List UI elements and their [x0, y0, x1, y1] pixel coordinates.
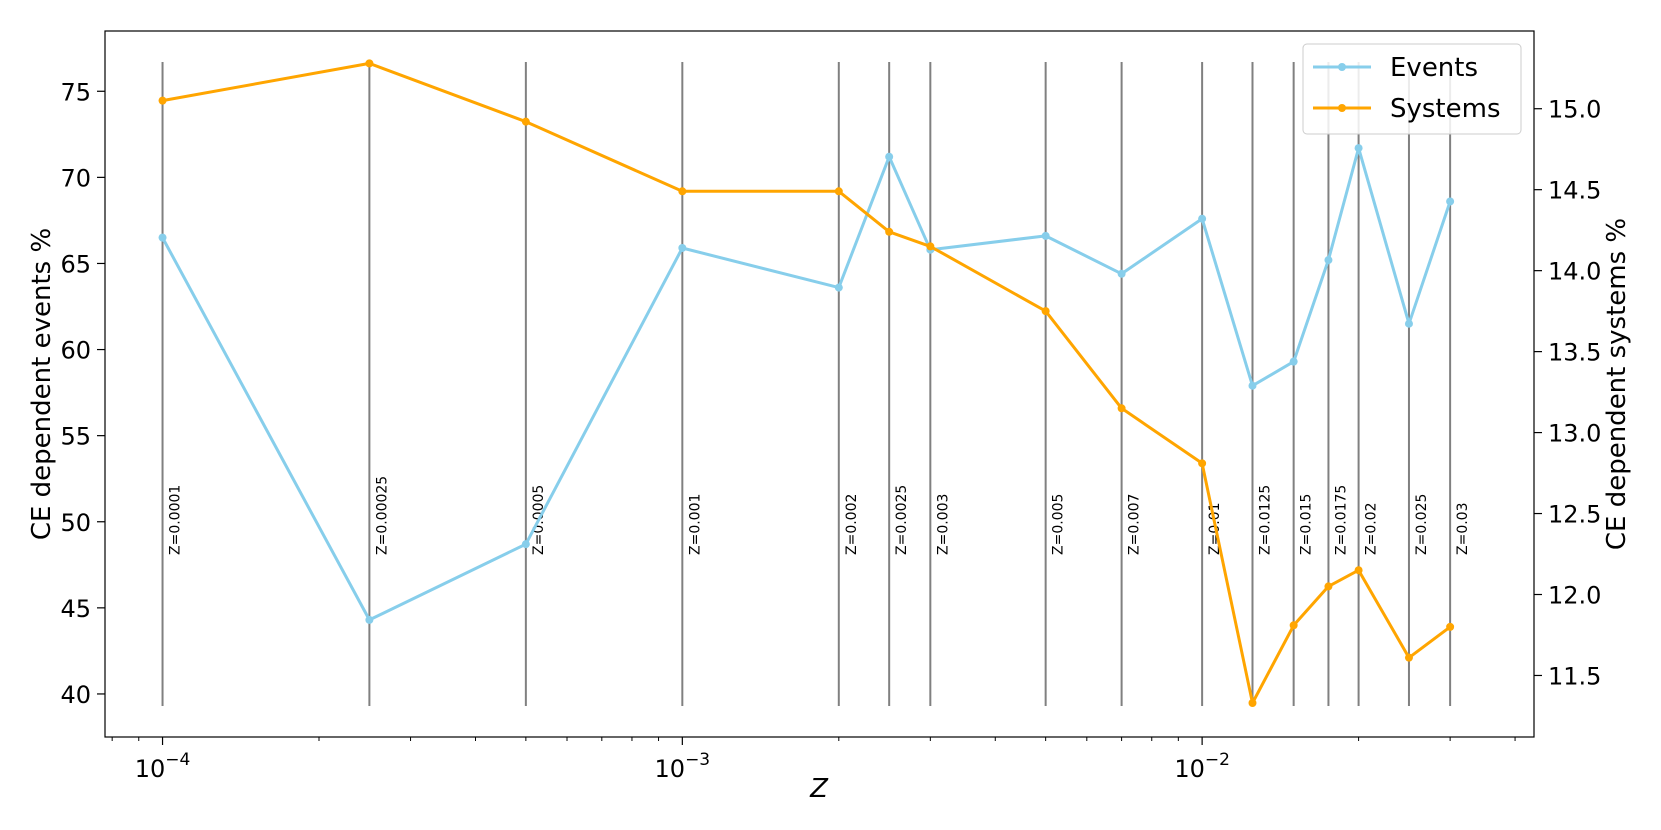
data-point-events [1446, 197, 1455, 206]
right-y-tick-label: 14.5 [1548, 177, 1601, 205]
left-y-tick-label: 70 [60, 164, 91, 192]
left-y-tick-label: 40 [60, 681, 91, 709]
data-point-systems [1248, 698, 1257, 707]
right-y-tick-label: 14.0 [1548, 258, 1601, 286]
right-y-tick-label: 15.0 [1548, 96, 1601, 124]
reference-line-label: Z=0.002 [844, 494, 860, 555]
left-y-tick-label: 45 [60, 595, 91, 623]
left-y-axis: 40 45 50 55 60 65 70 75 [60, 78, 105, 709]
right-y-axis: 11.5 12.0 12.5 13.0 13.5 14.0 14.5 15.0 [1534, 96, 1601, 690]
reference-line-label: Z=0.0001 [168, 485, 184, 555]
right-y-axis-label: CE dependent systems % [1602, 218, 1632, 550]
x-axis-label: Z [809, 774, 829, 804]
reference-line-label: Z=0.0025 [894, 485, 910, 555]
reference-line-label: Z=0.0175 [1333, 485, 1349, 555]
series-lines [158, 59, 1455, 707]
data-point-events [1289, 357, 1298, 366]
right-y-tick-label: 13.0 [1548, 420, 1601, 448]
legend: Events Systems [1302, 43, 1522, 135]
data-point-systems [1354, 566, 1363, 575]
data-point-events [885, 152, 894, 161]
data-point-systems [1446, 622, 1455, 631]
data-point-systems [1404, 653, 1413, 662]
x-tick-label: 10−4 [135, 750, 191, 783]
data-point-systems [885, 227, 894, 236]
right-y-tick-label: 13.5 [1548, 339, 1601, 367]
legend-events-marker [1338, 63, 1346, 71]
data-point-systems [158, 96, 167, 105]
data-point-systems [926, 242, 935, 251]
data-point-events [365, 615, 374, 624]
legend-events-label: Events [1390, 53, 1478, 83]
series-line-events [161, 146, 1452, 622]
right-y-tick-label: 12.0 [1548, 582, 1601, 610]
data-point-events [1404, 319, 1413, 328]
reference-line-label: Z=0.007 [1127, 494, 1143, 555]
data-point-systems [678, 187, 687, 196]
reference-lines: Z=0.0001 Z=0.00025 Z=0.0005 Z=0.001 Z=0.002 Z… [161, 62, 1471, 706]
data-point-systems [1041, 307, 1050, 316]
left-y-tick-label: 50 [60, 509, 91, 537]
data-point-events [1117, 269, 1126, 278]
data-point-events [158, 233, 167, 242]
data-point-systems [365, 59, 374, 68]
reference-line-label: Z=0.005 [1051, 494, 1067, 555]
left-y-tick-label: 65 [60, 250, 91, 278]
data-point-events [1248, 381, 1257, 390]
x-tick-label: 10−2 [1174, 750, 1230, 783]
reference-line-label: Z=0.001 [687, 494, 703, 555]
x-tick-label: 10−3 [655, 750, 711, 783]
data-point-events [1324, 256, 1333, 265]
plot-frame [104, 30, 1535, 738]
data-point-events [1041, 231, 1050, 240]
data-point-systems [1324, 582, 1333, 591]
reference-line-label: Z=0.0125 [1257, 485, 1273, 555]
data-point-systems [1198, 459, 1207, 468]
x-axis: 10−4 10−3 10−2 [111, 737, 1516, 783]
reference-line-label: Z=0.03 [1455, 503, 1471, 556]
left-y-tick-label: 75 [60, 78, 91, 106]
data-point-events [678, 243, 687, 252]
data-point-events [521, 540, 530, 549]
left-y-axis-label: CE dependent events % [27, 228, 57, 540]
reference-line-label: Z=0.00025 [374, 476, 390, 555]
legend-systems-label: Systems [1390, 94, 1501, 124]
reference-line-label: Z=0.015 [1299, 494, 1315, 555]
reference-line-label: Z=0.025 [1414, 494, 1430, 555]
data-point-systems [521, 117, 530, 126]
data-point-systems [1289, 621, 1298, 630]
reference-line-label: Z=0.02 [1364, 503, 1380, 556]
right-y-tick-label: 12.5 [1548, 501, 1601, 529]
data-point-events [1198, 214, 1207, 223]
left-y-tick-label: 55 [60, 423, 91, 451]
data-point-events [1354, 144, 1363, 153]
data-point-events [834, 283, 843, 292]
legend-systems-marker [1338, 104, 1346, 112]
series-line-systems [162, 61, 1451, 705]
data-point-systems [1117, 404, 1126, 413]
right-y-tick-label: 11.5 [1548, 662, 1601, 690]
data-point-systems [834, 187, 843, 196]
left-y-tick-label: 60 [60, 337, 91, 365]
reference-line-label: Z=0.003 [935, 494, 951, 555]
